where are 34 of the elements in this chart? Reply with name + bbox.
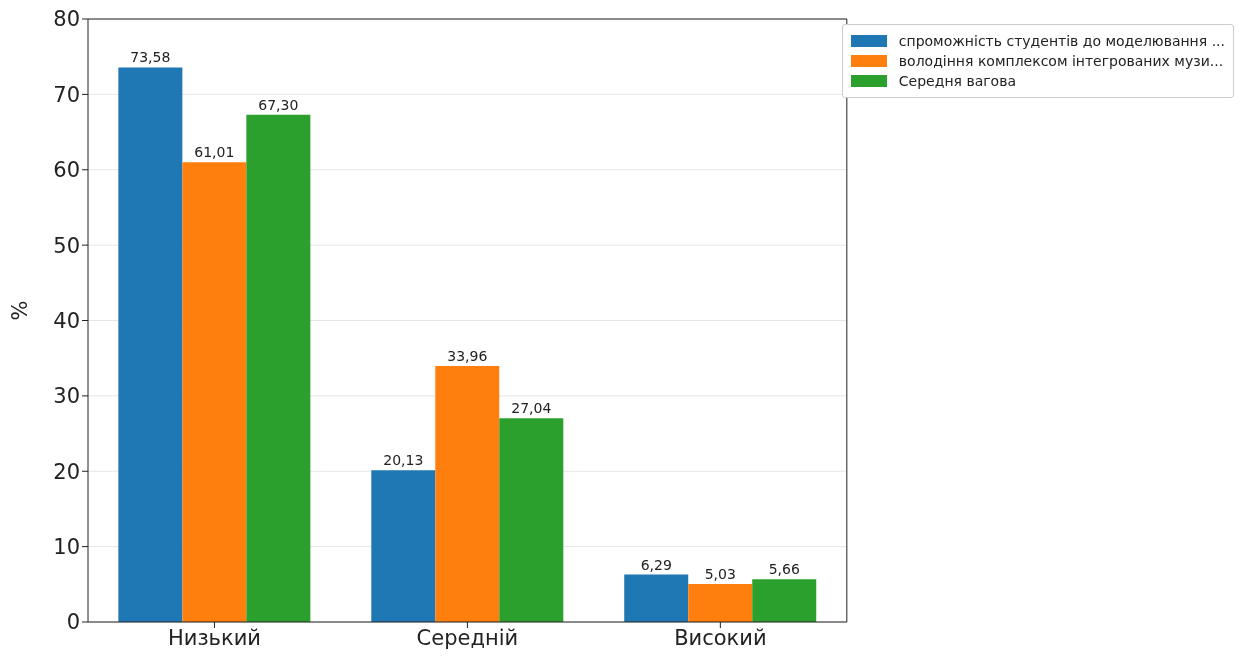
bar bbox=[688, 584, 753, 622]
data-label: 20,13 bbox=[383, 452, 424, 469]
bar bbox=[371, 470, 436, 622]
legend-label: спроможність студентів до моделювання ... bbox=[898, 33, 1225, 49]
y-tick-label: 50 bbox=[53, 233, 80, 258]
y-tick-label: 20 bbox=[53, 459, 80, 484]
y-tick-label: 10 bbox=[53, 535, 80, 560]
bar bbox=[118, 67, 183, 622]
y-tick-label: 80 bbox=[53, 7, 80, 32]
x-tick-label: Низький bbox=[167, 625, 261, 650]
bar bbox=[435, 366, 500, 622]
bar bbox=[499, 418, 564, 622]
y-tick-label: 0 bbox=[66, 610, 80, 635]
bar bbox=[752, 579, 817, 622]
data-label: 33,96 bbox=[447, 348, 488, 365]
y-tick-label: 60 bbox=[53, 158, 80, 183]
y-tick-label: 30 bbox=[53, 384, 80, 409]
data-label: 73,58 bbox=[130, 49, 171, 66]
data-label: 5,03 bbox=[704, 566, 736, 583]
bar bbox=[246, 114, 311, 622]
bar bbox=[182, 162, 247, 622]
legend-label: Середня вагова bbox=[898, 73, 1016, 89]
legend-label: володіння комплексом інтегрованих музи... bbox=[898, 53, 1224, 69]
data-label: 61,01 bbox=[194, 144, 235, 161]
y-tick-label: 70 bbox=[53, 82, 80, 107]
y-axis-title: % bbox=[8, 300, 33, 321]
y-tick-label: 40 bbox=[53, 308, 80, 333]
data-label: 27,04 bbox=[511, 400, 552, 417]
x-tick-label: Високий bbox=[674, 625, 767, 650]
data-label: 5,66 bbox=[768, 561, 800, 578]
x-tick-label: Середній bbox=[416, 625, 519, 650]
data-label: 6,29 bbox=[640, 556, 672, 573]
data-label: 67,30 bbox=[258, 96, 299, 113]
bar bbox=[624, 574, 689, 622]
